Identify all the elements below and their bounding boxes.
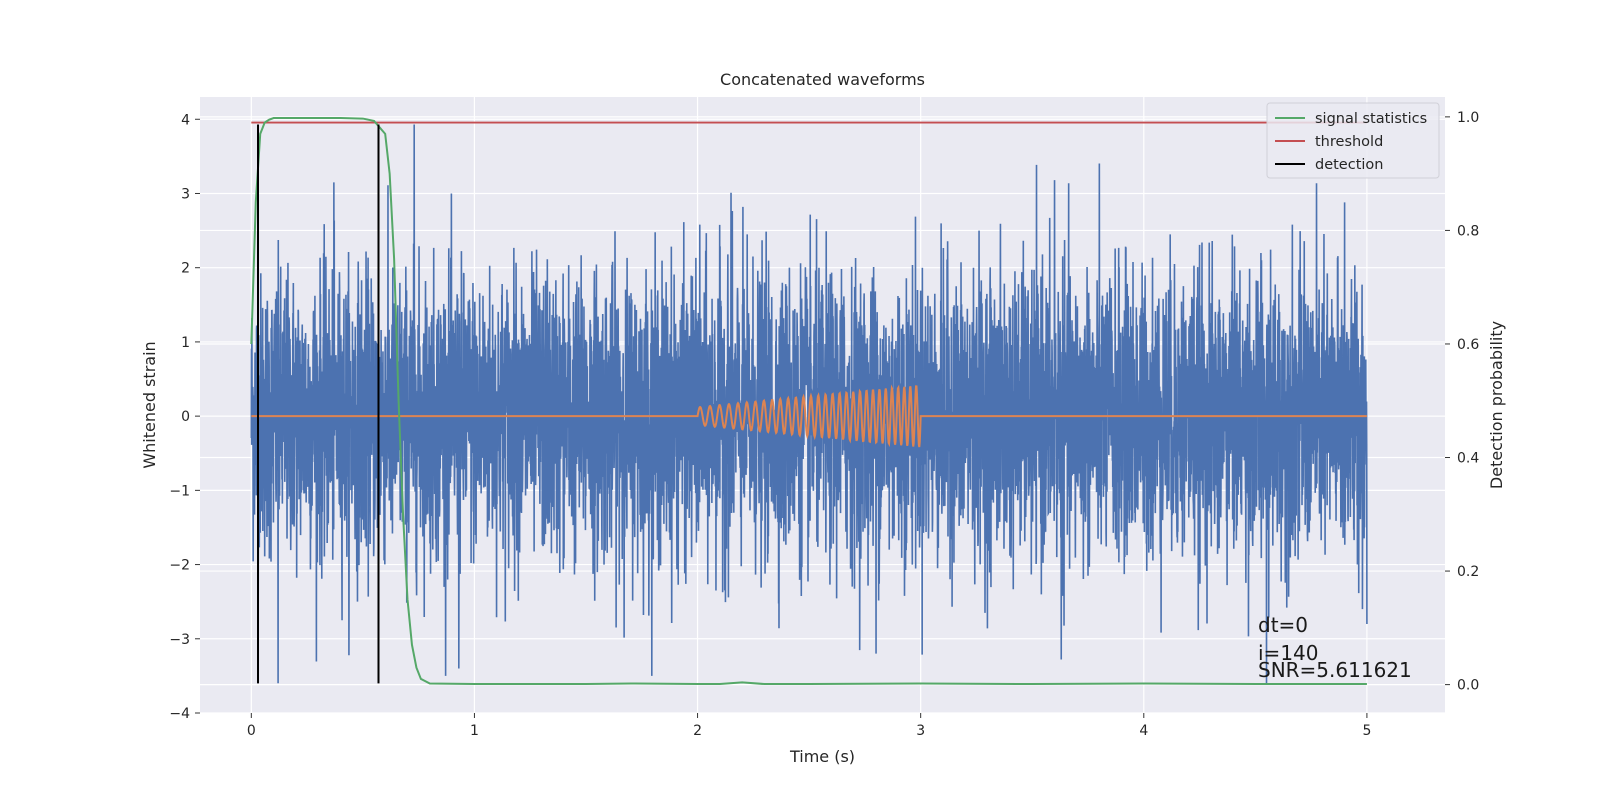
x-axis-label: Time (s) — [789, 747, 855, 766]
chart-title: Concatenated waveforms — [720, 70, 925, 89]
annotation-index: i=140 — [1258, 641, 1319, 665]
y-axis-label: Whitened strain — [140, 341, 159, 468]
y-right-tick-label: 0.0 — [1457, 678, 1479, 694]
y-right-tick-label: 0.4 — [1457, 451, 1479, 467]
y-right-tick-label: 0.6 — [1457, 337, 1479, 353]
y-tick-label: 4 — [181, 112, 190, 128]
legend-label: detection — [1315, 157, 1383, 173]
y-tick-label: −1 — [169, 483, 190, 499]
y-axis-label-right: Detection probability — [1487, 321, 1506, 489]
y-tick-label: −2 — [169, 558, 190, 574]
legend-label: signal statistics — [1315, 111, 1427, 127]
y-tick-label: 2 — [181, 261, 190, 277]
x-tick-label: 0 — [247, 723, 256, 739]
data-layer — [250, 117, 1368, 686]
y-tick-label: 0 — [181, 409, 190, 425]
y-right-tick-label: 0.2 — [1457, 564, 1479, 580]
y-tick-label: −3 — [169, 632, 190, 648]
legend: signal statistics threshold detection — [1266, 102, 1440, 179]
axis-layer: 0 1 2 3 4 5 −4 −3 −2 −1 0 1 2 3 4 0.0 0.2 0.4 0.6 0.8 1.0 — [169, 110, 1479, 739]
legend-label: threshold — [1315, 134, 1383, 150]
signal-statistics-line — [250, 117, 1367, 686]
x-tick-label: 3 — [916, 723, 925, 739]
x-tick-label: 1 — [470, 723, 479, 739]
x-tick-label: 5 — [1362, 723, 1371, 739]
y-tick-label: −4 — [169, 706, 190, 722]
y-right-tick-label: 1.0 — [1457, 110, 1479, 126]
template-series-line — [251, 384, 1367, 448]
x-tick-label: 4 — [1139, 723, 1148, 739]
strain-series-line — [250, 124, 1368, 684]
annotations: dt=0 i=140 SNR=5.611621 — [1258, 613, 1412, 682]
annotation-snr: SNR=5.611621 — [1258, 658, 1412, 682]
y-tick-label: 1 — [181, 335, 190, 351]
legend-box — [1266, 102, 1440, 179]
y-tick-label: 3 — [181, 186, 190, 202]
annotation-dt: dt=0 — [1258, 613, 1308, 637]
y-right-tick-label: 0.8 — [1457, 223, 1479, 239]
x-tick-label: 2 — [693, 723, 702, 739]
